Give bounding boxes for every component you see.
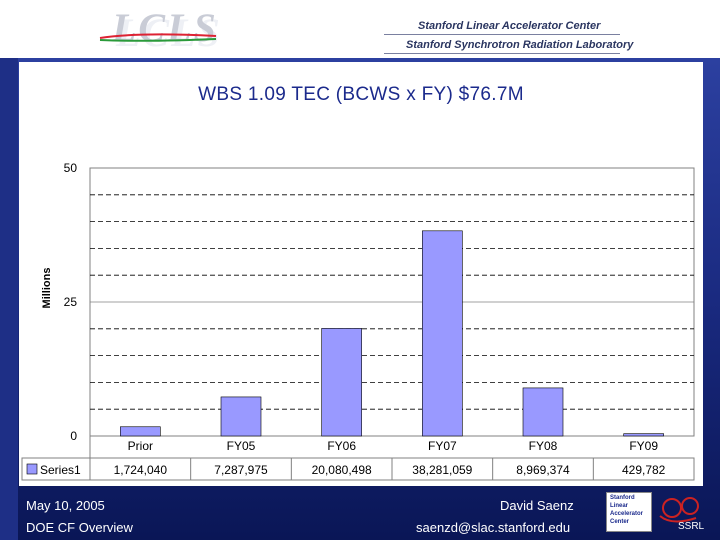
lcls-logo-shadow: LCLS — [116, 10, 222, 55]
chart-panel: WBS 1.09 TEC (BCWS x FY) $76.7M 0 25 50 Mil… — [19, 62, 703, 486]
data-value-label: 1,724,040 — [114, 463, 168, 477]
footer-date: May 10, 2005 — [26, 498, 105, 513]
bar-fy05 — [220, 396, 262, 437]
x-tick-label: FY05 — [227, 439, 256, 453]
org-line-slac: Stanford Linear Accelerator Center — [418, 20, 601, 32]
legend-label: Series1 — [40, 463, 81, 477]
x-tick-label: FY09 — [629, 439, 658, 453]
data-value-label: 7,287,975 — [214, 463, 268, 477]
ssrl-logo-text: SSRL — [678, 521, 705, 532]
data-value-label: 429,782 — [622, 463, 666, 477]
bar-fy06 — [321, 328, 362, 437]
data-value-label: 38,281,059 — [412, 463, 472, 477]
x-tick-label: FY08 — [529, 439, 558, 453]
slac-logo-line: Linear — [610, 503, 629, 509]
ssrl-logo: SSRL — [659, 497, 705, 532]
org-line-ssrl: Stanford Synchrotron Radiation Laborator… — [406, 39, 634, 51]
bar-fy07 — [422, 230, 463, 437]
y-axis-label: Millions — [41, 268, 53, 309]
header-rule — [384, 53, 620, 54]
slac-logo-line: Center — [610, 519, 630, 525]
header-rule — [384, 34, 620, 35]
chart-title: WBS 1.09 TEC (BCWS x FY) $76.7M — [198, 84, 524, 105]
slide-header: LCLS LCLS Stanford Linear Accelerator Ce… — [0, 0, 720, 58]
slac-logo-line: Stanford — [610, 495, 635, 501]
data-value-label: 8,969,374 — [516, 463, 570, 477]
x-tick-label: FY07 — [428, 439, 457, 453]
x-tick-label: Prior — [128, 439, 153, 453]
y-tick-label: 25 — [64, 295, 78, 309]
legend-swatch — [26, 463, 38, 475]
y-tick-label: 50 — [64, 161, 78, 175]
bar-fy08 — [522, 387, 564, 437]
footer-email: saenzd@slac.stanford.edu — [416, 520, 571, 535]
footer-event: DOE CF Overview — [26, 520, 133, 535]
bar-fy09 — [623, 433, 664, 437]
bar-chart: 0 25 50 Millions Prior FY05 FY06 FY07 FY08 FY09 Se… — [21, 161, 695, 481]
lcls-logo: LCLS — [112, 5, 218, 50]
slac-logo: Stanford Linear Accelerator Center — [606, 492, 652, 532]
bar-prior — [120, 426, 161, 437]
logo-swoosh-icon — [99, 33, 217, 42]
y-tick-label: 0 — [70, 429, 77, 443]
slide-edge — [0, 58, 18, 540]
data-value-label: 20,080,498 — [312, 463, 372, 477]
footer-presenter: David Saenz — [500, 498, 574, 513]
x-tick-label: FY06 — [327, 439, 356, 453]
slac-logo-line: Accelerator — [610, 511, 644, 517]
